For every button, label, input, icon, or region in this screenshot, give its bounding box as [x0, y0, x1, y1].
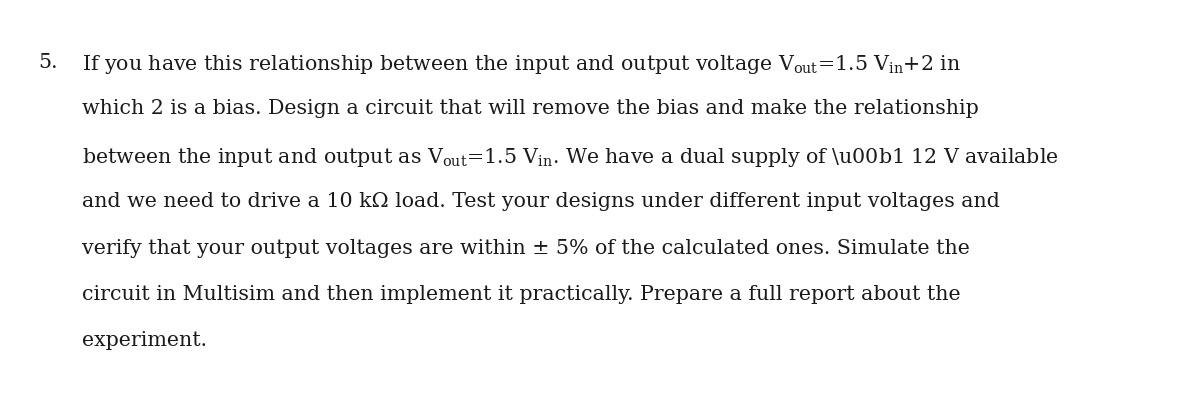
Text: circuit in Multisim and then implement it practically. Prepare a full report abo: circuit in Multisim and then implement i…: [82, 285, 960, 304]
Text: between the input and output as $\mathregular{V_{out}}$=1.5 $\mathregular{V_{in}: between the input and output as $\mathre…: [82, 146, 1058, 169]
Text: 5.: 5.: [38, 53, 58, 72]
Text: verify that your output voltages are within ± 5% of the calculated ones. Simulat: verify that your output voltages are wit…: [82, 239, 970, 257]
Text: experiment.: experiment.: [82, 331, 206, 350]
Text: If you have this relationship between the input and output voltage $\mathregular: If you have this relationship between th…: [82, 53, 960, 76]
Text: which 2 is a bias. Design a circuit that will remove the bias and make the relat: which 2 is a bias. Design a circuit that…: [82, 99, 978, 118]
Text: and we need to drive a 10 kΩ load. Test your designs under different input volta: and we need to drive a 10 kΩ load. Test …: [82, 192, 1000, 211]
